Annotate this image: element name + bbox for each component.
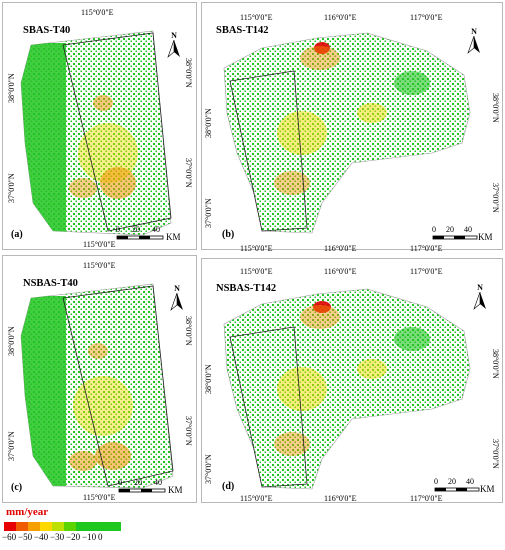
- longitude-label-bottom: 117°0'0"E: [410, 244, 443, 253]
- legend-tick-label: −40: [34, 532, 49, 542]
- map-area-b: [223, 32, 471, 234]
- panel-label: (a): [11, 229, 23, 240]
- longitude-label-top: 115°0'0"E: [81, 8, 114, 17]
- latitude-label-left: 38°0'0"N: [7, 73, 16, 103]
- latitude-label-left: 37°0'0"N: [204, 198, 213, 228]
- legend-tick-label: −20: [66, 532, 81, 542]
- north-arrow-icon: [467, 36, 480, 54]
- panel-title: NSBAS-T40: [23, 278, 78, 289]
- north-arrow: N: [472, 283, 488, 311]
- panel-title: SBAS-T40: [23, 25, 71, 36]
- map-area-d: [223, 288, 471, 490]
- north-arrow: N: [166, 31, 182, 59]
- legend-tick-label: −50: [18, 532, 33, 542]
- panel-d: NSBAS-T142 115°0'0"E 116°0'0"E 117°0'0"E…: [201, 258, 503, 503]
- panel-label: (c): [11, 482, 23, 493]
- legend-swatch: [40, 522, 52, 531]
- north-arrow: N: [169, 284, 185, 312]
- longitude-label-top: 116°0'0"E: [324, 13, 357, 22]
- longitude-label-top: 115°0'0"E: [240, 267, 273, 276]
- north-arrow-icon: [473, 292, 486, 310]
- legend-swatch: [28, 522, 40, 531]
- longitude-label-bottom: 116°0'0"E: [324, 494, 357, 503]
- scale-bar: 0 20 40 KM: [432, 225, 493, 242]
- latitude-label-right: 37°0'0"N: [491, 183, 500, 213]
- longitude-label-top: 115°0'0"E: [240, 13, 273, 22]
- latitude-label-right: 38°0'0"N: [491, 93, 500, 123]
- legend-tick-label: −60: [2, 532, 17, 542]
- longitude-label-top: 115°0'0"E: [83, 261, 116, 270]
- legend-swatch: [4, 522, 16, 531]
- longitude-label-top: 117°0'0"E: [410, 267, 443, 276]
- panel-title: NSBAS-T142: [216, 283, 277, 294]
- legend-tick-label: −30: [50, 532, 65, 542]
- longitude-label-bottom: 116°0'0"E: [324, 244, 357, 253]
- map-area-a: [20, 30, 172, 236]
- latitude-label-left: 38°0'0"N: [204, 364, 213, 394]
- legend-swatch: [52, 522, 64, 531]
- map-area-c: [20, 283, 174, 489]
- longitude-label-top: 117°0'0"E: [410, 13, 443, 22]
- longitude-label-bottom: 115°0'0"E: [83, 240, 116, 249]
- legend-tick-label: −10: [82, 532, 97, 542]
- latitude-label-left: 38°0'0"N: [7, 326, 16, 356]
- legend-tick-labels: −60 −50 −40 −30 −20 −10 0: [2, 532, 108, 542]
- legend-title: mm/year: [6, 506, 49, 518]
- panel-title: SBAS-T142: [216, 25, 269, 36]
- panel-label: (b): [222, 229, 235, 240]
- latitude-label-right: 38°0'0"N: [184, 316, 193, 346]
- panel-a: SBAS-T40 115°0'0"E 115°0'0"E 38°0'0"N 37…: [2, 2, 197, 250]
- legend-tick-label: 0: [98, 532, 103, 542]
- scale-bar: 0 20 40 KM: [116, 225, 181, 242]
- latitude-label-right: 38°0'0"N: [184, 58, 193, 88]
- latitude-label-left: 37°0'0"N: [7, 173, 16, 203]
- scale-bar: 0 20 40 KM: [118, 478, 183, 495]
- latitude-label-right: 37°0'0"N: [184, 416, 193, 446]
- latitude-label-left: 37°0'0"N: [204, 454, 213, 484]
- longitude-label-bottom: 117°0'0"E: [410, 494, 443, 503]
- north-arrow-icon: [170, 293, 183, 311]
- panel-b: SBAS-T142 115°0'0"E 116°0'0"E 117°0'0"E …: [201, 2, 503, 253]
- longitude-label-bottom: 115°0'0"E: [83, 493, 116, 502]
- scale-bar: 0 20 40 KM: [434, 477, 495, 494]
- longitude-label-bottom: 115°0'0"E: [240, 494, 273, 503]
- legend-swatch: [76, 522, 121, 531]
- legend-swatch: [64, 522, 76, 531]
- panel-c: NSBAS-T40 115°0'0"E 115°0'0"E 38°0'0"N 3…: [2, 255, 197, 503]
- latitude-label-right: 38°0'0"N: [491, 349, 500, 379]
- north-arrow: N: [466, 27, 482, 55]
- legend-color-bar: [4, 522, 121, 531]
- north-arrow-icon: [167, 40, 180, 58]
- longitude-label-bottom: 115°0'0"E: [240, 244, 273, 253]
- latitude-label-left: 37°0'0"N: [7, 431, 16, 461]
- legend-swatch: [16, 522, 28, 531]
- panel-label: (d): [222, 481, 235, 492]
- latitude-label-right: 37°0'0"N: [491, 439, 500, 469]
- longitude-label-top: 116°0'0"E: [324, 267, 357, 276]
- latitude-label-right: 37°0'0"N: [184, 158, 193, 188]
- latitude-label-left: 38°0'0"N: [204, 108, 213, 138]
